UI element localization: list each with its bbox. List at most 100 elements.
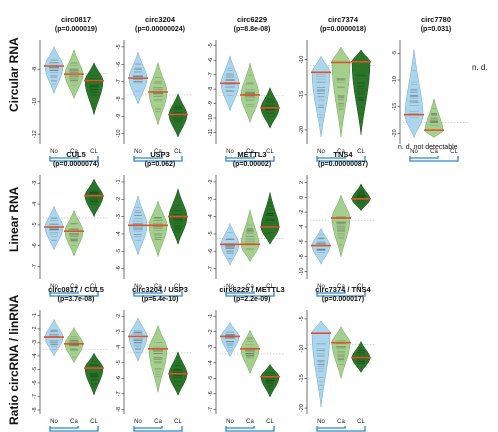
- category-label-cl: CL: [90, 284, 98, 290]
- panel-circ3204: circ3204 (p=0.00000024) -5 -6 -7 -8 -9 -10 No Ca C…: [116, 15, 192, 162]
- category-label-ca: Ca: [430, 149, 438, 155]
- y-tick-label: -8: [208, 87, 214, 92]
- y-tick-label: -8: [299, 254, 305, 259]
- category-label-no: No: [134, 419, 142, 425]
- y-tick-label: -11: [208, 129, 214, 137]
- category-label-no: No: [317, 284, 325, 290]
- category-label-no: No: [317, 149, 325, 155]
- category-label-ca: Ca: [337, 149, 345, 155]
- violin-ca: [331, 46, 351, 137]
- panel-tns4: TNS4 (p=0.00000087) 2 0 -2 -4 -6 -8 -10 No Ca CL: [299, 150, 375, 297]
- y-tick-label: -6: [32, 243, 38, 248]
- violin-ca: [148, 324, 168, 393]
- y-tick-label: -3: [32, 340, 38, 345]
- panel-title: circ7780: [421, 15, 451, 24]
- y-tick-label: -3: [116, 329, 122, 334]
- violin-cl: [84, 62, 104, 115]
- category-label-cl: CL: [266, 149, 274, 155]
- category-label-ca: Ca: [70, 149, 78, 155]
- violin-cl: [260, 192, 280, 245]
- panel-cul5: CUL5 (p=0.0000074) -3 -4 -5 -6 -7 No Ca CL: [32, 150, 108, 297]
- panel-pvalue: (p=0.000019): [55, 26, 97, 33]
- comparison-bracket: [133, 426, 183, 432]
- panel-pvalue: (p=8.8e-08): [234, 26, 271, 33]
- panel-pvalue: (p=0.00002): [233, 161, 271, 168]
- y-tick-label: -10: [208, 114, 214, 122]
- violin-no: [404, 49, 424, 139]
- category-label-no: No: [50, 419, 58, 425]
- row-label-circular: Circular RNA: [7, 37, 21, 112]
- violin-cl: [84, 178, 104, 218]
- violin-ca: [331, 194, 351, 257]
- y-tick-label: -5: [208, 43, 214, 48]
- panel-usp3: USP3 (p=0.062) -1 -2 -3 -4 -5 -6 No Ca CL: [116, 150, 192, 297]
- y-tick-label: -3: [208, 197, 214, 202]
- y-tick-label: -6: [208, 58, 214, 63]
- y-tick-label: -2: [208, 329, 214, 334]
- y-tick-label: -5: [116, 249, 122, 254]
- y-tick-label: -10: [299, 268, 305, 276]
- y-tick-label: -7: [32, 264, 38, 269]
- panel-pvalue: (p=6.4e-10): [142, 296, 179, 303]
- panel-pvalue: (p=0.062): [145, 161, 176, 168]
- y-tick-label: -8: [116, 407, 122, 412]
- y-tick-label: -2: [116, 314, 122, 319]
- category-label-cl: CL: [90, 419, 98, 425]
- row-label-ratio: Ratio circRNA / linRNA: [7, 294, 21, 425]
- y-tick-label: -15: [299, 91, 305, 99]
- y-tick-label: -2: [208, 179, 214, 184]
- comparison-bracket: [49, 291, 99, 297]
- comparison-bracket: [133, 291, 183, 297]
- panel-title: circ6229 / METTL3: [219, 285, 284, 294]
- category-label-ca: Ca: [337, 284, 345, 290]
- category-label-no: No: [134, 284, 142, 290]
- y-tick-label: -4: [116, 231, 122, 236]
- category-label-ca: Ca: [70, 419, 78, 425]
- y-tick-label: -6: [116, 266, 122, 271]
- violin-ca: [424, 98, 444, 138]
- category-label-cl: CL: [174, 149, 182, 155]
- category-label-ca: Ca: [337, 419, 345, 425]
- legend-note: n. d. not detectable: [398, 144, 458, 151]
- y-tick-label: -7: [208, 72, 214, 77]
- category-label-ca: Ca: [154, 284, 162, 290]
- y-tick-label: -7: [32, 394, 38, 399]
- category-label-cl: CL: [90, 149, 98, 155]
- violin-no: [44, 205, 64, 251]
- category-label-cl: CL: [357, 149, 365, 155]
- category-label-no: No: [226, 419, 234, 425]
- category-label-no: No: [226, 284, 234, 290]
- comparison-bracket: [316, 291, 366, 297]
- violin-no: [311, 320, 331, 407]
- violin-ca: [240, 209, 260, 263]
- category-label-ca: Ca: [154, 149, 162, 155]
- category-label-cl: CL: [266, 419, 274, 425]
- y-tick-label: -15: [392, 103, 398, 111]
- y-tick-label: -6: [208, 391, 214, 396]
- y-tick-label: -8: [116, 96, 122, 101]
- panel-title: circ0817: [61, 15, 91, 24]
- y-tick-label: -10: [32, 98, 38, 106]
- panel-title: circ3204 / USP3: [132, 285, 188, 294]
- violin-no: [220, 321, 240, 358]
- panel-title: circ7374: [328, 15, 359, 24]
- violin-ca: [64, 209, 84, 257]
- y-tick-label: -6: [208, 249, 214, 254]
- panel-title: CUL5: [66, 150, 86, 159]
- y-tick-label: -4: [208, 360, 214, 365]
- y-tick-label: -4: [32, 353, 38, 358]
- y-tick-label: -6: [299, 239, 305, 244]
- y-tick-label: -8: [32, 67, 38, 72]
- comparison-bracket: [225, 156, 275, 162]
- panel-circ7374: circ7374 (p=0.0000018) -10 -15 -20 No Ca CL: [299, 15, 375, 162]
- category-label-no: No: [50, 284, 58, 290]
- y-tick-label: -5: [32, 222, 38, 227]
- y-tick-label: -2: [299, 210, 305, 215]
- panel-circ6229: circ6229 (p=8.8e-08) -5 -6 -7 -8 -9 -10 -11 No Ca C…: [208, 15, 284, 162]
- panel-circ0817: circ0817 (p=0.000019) -8 -10 -12 No Ca CL: [32, 15, 108, 162]
- category-label-cl: CL: [450, 149, 458, 155]
- y-tick-label: -5: [208, 376, 214, 381]
- y-tick-label: -4: [299, 225, 305, 230]
- panel-pvalue: (p=3.7e-08): [58, 296, 95, 303]
- y-tick-label: -7: [208, 266, 214, 271]
